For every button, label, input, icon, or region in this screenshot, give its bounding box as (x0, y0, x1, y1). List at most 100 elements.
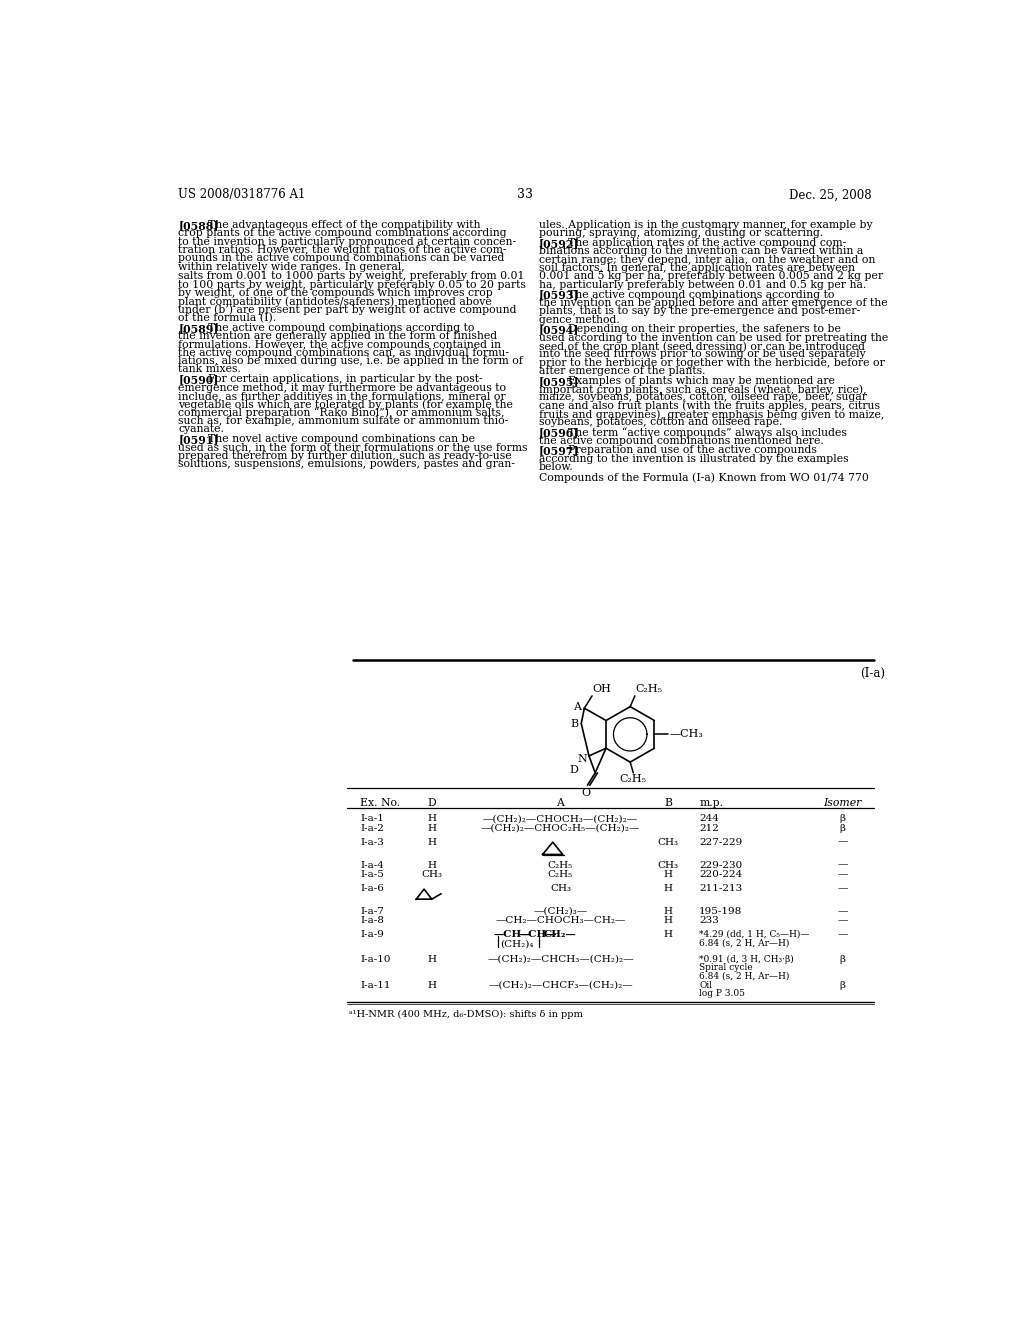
Text: H: H (427, 824, 436, 833)
Text: salts from 0.001 to 1000 parts by weight, preferably from 0.01: salts from 0.001 to 1000 parts by weight… (178, 272, 525, 281)
Text: log P 3.05: log P 3.05 (699, 989, 745, 998)
Text: [0592]: [0592] (539, 238, 580, 249)
Text: 195-198: 195-198 (699, 907, 742, 916)
Text: CH₃: CH₃ (550, 884, 571, 892)
Text: [0597]: [0597] (539, 445, 580, 457)
Text: ᵃ¹H-NMR (400 MHz, d₆-DMSO): shifts δ in ppm: ᵃ¹H-NMR (400 MHz, d₆-DMSO): shifts δ in … (349, 1010, 583, 1019)
Text: H: H (664, 929, 673, 939)
Text: CH₃: CH₃ (421, 870, 442, 879)
Text: used according to the invention can be used for pretreating the: used according to the invention can be u… (539, 333, 888, 343)
Text: I-a-9: I-a-9 (360, 929, 384, 939)
Text: 227-229: 227-229 (699, 837, 742, 846)
Text: OH: OH (593, 684, 611, 694)
Text: O: O (582, 788, 591, 799)
Text: prepared therefrom by further dilution, such as ready-to-use: prepared therefrom by further dilution, … (178, 450, 512, 461)
Text: such as, for example, ammonium sulfate or ammonium thio-: such as, for example, ammonium sulfate o… (178, 416, 509, 426)
Text: D: D (427, 797, 436, 808)
Text: The application rates of the active compound com-: The application rates of the active comp… (568, 238, 847, 248)
Text: β: β (840, 814, 846, 824)
Text: Spiral cycle: Spiral cycle (699, 964, 753, 972)
Text: —(CH₂)₂—CHCF₃—(CH₂)₂—: —(CH₂)₂—CHCF₃—(CH₂)₂— (488, 981, 633, 990)
Text: prior to the herbicide or together with the herbicide, before or: prior to the herbicide or together with … (539, 358, 885, 368)
Text: the active compound combinations can, as individual formu-: the active compound combinations can, as… (178, 348, 509, 358)
Text: The novel active compound combinations can be: The novel active compound combinations c… (208, 434, 475, 444)
Text: pouring, spraying, atomizing, dusting or scattering.: pouring, spraying, atomizing, dusting or… (539, 228, 823, 239)
Text: —(CH₂)₃—: —(CH₂)₃— (534, 907, 588, 916)
Text: solutions, suspensions, emulsions, powders, pastes and gran-: solutions, suspensions, emulsions, powde… (178, 459, 515, 469)
Text: —CH₂—CHOCH₃—CH₂—: —CH₂—CHOCH₃—CH₂— (496, 916, 626, 925)
Text: [0595]: [0595] (539, 376, 580, 387)
Text: I-a-3: I-a-3 (360, 837, 384, 846)
Text: seed of the crop plant (seed dressing) or can be introduced: seed of the crop plant (seed dressing) o… (539, 341, 864, 351)
Text: 0.001 and 5 kg per ha, preferably between 0.005 and 2 kg per: 0.001 and 5 kg per ha, preferably betwee… (539, 272, 883, 281)
Text: H: H (427, 981, 436, 990)
Text: used as such, in the form of their formulations or the use forms: used as such, in the form of their formu… (178, 442, 528, 453)
Text: 33: 33 (517, 189, 532, 202)
Text: 6.84 (s, 2 H, Ar—H): 6.84 (s, 2 H, Ar—H) (699, 972, 790, 981)
Text: H: H (427, 861, 436, 870)
Text: —: — (838, 861, 848, 870)
Text: Depending on their properties, the safeners to be: Depending on their properties, the safen… (568, 325, 841, 334)
Text: tank mixes.: tank mixes. (178, 364, 242, 375)
Text: to the invention is particularly pronounced at certain concen-: to the invention is particularly pronoun… (178, 236, 516, 247)
Text: For certain applications, in particular by the post-: For certain applications, in particular … (208, 375, 482, 384)
Text: 6.84 (s, 2 H, Ar—H): 6.84 (s, 2 H, Ar—H) (699, 939, 790, 948)
Text: —CH—: —CH— (518, 929, 557, 939)
Text: —: — (838, 884, 848, 892)
Text: I-a-1: I-a-1 (360, 814, 384, 824)
Text: I-a-10: I-a-10 (360, 954, 391, 964)
Text: I-a-4: I-a-4 (360, 861, 384, 870)
Text: gence method.: gence method. (539, 314, 620, 325)
Text: crop plants of the active compound combinations according: crop plants of the active compound combi… (178, 228, 507, 239)
Text: include, as further additives in the formulations, mineral or: include, as further additives in the for… (178, 391, 506, 401)
Text: to 100 parts by weight, particularly preferably 0.05 to 20 parts: to 100 parts by weight, particularly pre… (178, 280, 526, 290)
Text: Dec. 25, 2008: Dec. 25, 2008 (788, 189, 871, 202)
Text: [0593]: [0593] (539, 289, 580, 301)
Text: N: N (578, 754, 588, 764)
Text: binations according to the invention can be varied within a: binations according to the invention can… (539, 247, 863, 256)
Text: I-a-6: I-a-6 (360, 884, 384, 892)
Text: plant compatibility (antidotes/safeners) mentioned above: plant compatibility (antidotes/safeners)… (178, 297, 493, 308)
Text: H: H (427, 814, 436, 824)
Text: Isomer: Isomer (823, 797, 862, 808)
Text: —: — (838, 837, 848, 846)
Text: Compounds of the Formula (I-a) Known from WO 01/74 770: Compounds of the Formula (I-a) Known fro… (539, 473, 868, 483)
Text: commercial preparation “Rako Binol”), or ammonium salts,: commercial preparation “Rako Binol”), or… (178, 408, 505, 418)
Text: C₂H₅: C₂H₅ (636, 684, 663, 694)
Text: below.: below. (539, 462, 573, 473)
Text: (CH₂)₄: (CH₂)₄ (501, 940, 534, 949)
Text: —(CH₂)₂—CHOC₂H₅—(CH₂)₂—: —(CH₂)₂—CHOC₂H₅—(CH₂)₂— (480, 824, 640, 833)
Text: plants, that is to say by the pre-emergence and post-emer-: plants, that is to say by the pre-emerge… (539, 306, 860, 317)
Text: C₂H₅: C₂H₅ (620, 775, 647, 784)
Text: soil factors. In general, the application rates are between: soil factors. In general, the applicatio… (539, 263, 855, 273)
Text: vegetable oils which are tolerated by plants (for example the: vegetable oils which are tolerated by pl… (178, 399, 513, 409)
Text: after emergence of the plants.: after emergence of the plants. (539, 366, 706, 376)
Text: I-a-5: I-a-5 (360, 870, 384, 879)
Text: (I-a): (I-a) (860, 667, 886, 680)
Text: β: β (840, 981, 846, 990)
Text: pounds in the active compound combinations can be varied: pounds in the active compound combinatio… (178, 253, 505, 263)
Text: B: B (570, 718, 579, 729)
Text: formulations. However, the active compounds contained in: formulations. However, the active compou… (178, 339, 502, 350)
Text: maize, soybeans, potatoes, cotton, oilseed rape, beet, sugar: maize, soybeans, potatoes, cotton, oilse… (539, 392, 866, 403)
Text: certain range; they depend, inter alia, on the weather and on: certain range; they depend, inter alia, … (539, 255, 876, 265)
Text: [0594]: [0594] (539, 325, 580, 335)
Text: cyanate.: cyanate. (178, 424, 224, 434)
Text: H: H (664, 870, 673, 879)
Text: I-a-11: I-a-11 (360, 981, 391, 990)
Text: C₂H₅: C₂H₅ (548, 870, 573, 879)
Text: Examples of plants which may be mentioned are: Examples of plants which may be mentione… (568, 376, 836, 385)
Text: C₂H₅: C₂H₅ (548, 861, 573, 870)
Text: [0589]: [0589] (178, 323, 219, 334)
Text: 233: 233 (699, 916, 719, 925)
Text: I-a-2: I-a-2 (360, 824, 384, 833)
Text: —(CH₂)₂—CHOCH₃—(CH₂)₂—: —(CH₂)₂—CHOCH₃—(CH₂)₂— (483, 814, 638, 824)
Text: Ex. No.: Ex. No. (360, 797, 400, 808)
Text: soybeans, potatoes, cotton and oilseed rape.: soybeans, potatoes, cotton and oilseed r… (539, 417, 782, 428)
Text: —: — (838, 916, 848, 925)
Text: fruits and grapevines), greater emphasis being given to maize,: fruits and grapevines), greater emphasis… (539, 409, 884, 420)
Text: CH₃: CH₃ (657, 861, 679, 870)
Text: *0.91 (d, 3 H, CH₃·β): *0.91 (d, 3 H, CH₃·β) (699, 954, 794, 964)
Text: the invention can be applied before and after emergence of the: the invention can be applied before and … (539, 298, 888, 308)
Text: ules. Application is in the customary manner, for example by: ules. Application is in the customary ma… (539, 220, 872, 230)
